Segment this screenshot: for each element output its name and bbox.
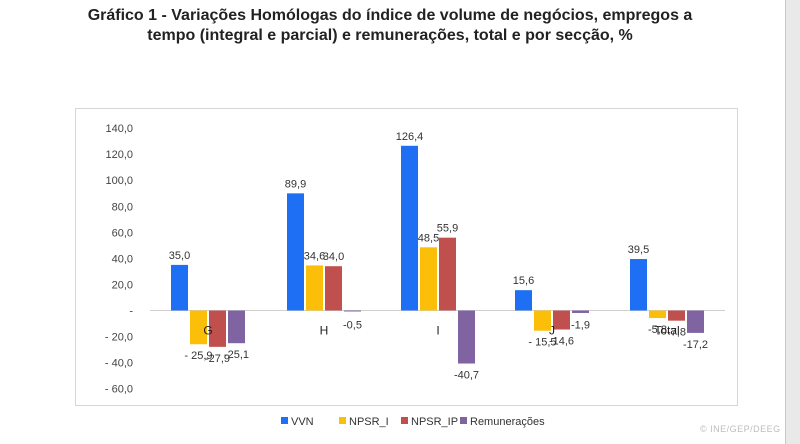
legend-swatch-VVN bbox=[281, 417, 288, 424]
data-label: -7,8 bbox=[667, 327, 686, 339]
data-label: -14,6 bbox=[549, 336, 574, 348]
data-label: 15,6 bbox=[513, 275, 534, 287]
data-label: 35,0 bbox=[169, 250, 190, 262]
bar-Remunerações-G bbox=[228, 310, 245, 344]
data-label: - 25,9 bbox=[184, 350, 212, 362]
category-label: I bbox=[436, 324, 439, 338]
y-tick-label: 60,0 bbox=[112, 227, 133, 239]
bar-VVN-G bbox=[171, 264, 188, 311]
y-tick-label: 20,0 bbox=[112, 279, 133, 291]
data-label: -40,7 bbox=[454, 370, 479, 382]
legend-swatch-NPSR_I bbox=[339, 417, 346, 424]
data-label: -0,5 bbox=[343, 320, 362, 332]
bar-VVN-Total bbox=[630, 259, 647, 311]
data-label: 89,9 bbox=[285, 178, 306, 190]
bar-Remunerações-J bbox=[572, 310, 589, 313]
bar-NPSR_I-G bbox=[190, 310, 207, 345]
category-label: G bbox=[203, 324, 212, 338]
data-label: 126,4 bbox=[396, 131, 424, 143]
bar-NPSR_IP-Total bbox=[668, 310, 685, 321]
watermark: © INE/GEP/DEEG bbox=[700, 424, 781, 434]
plot-area-frame bbox=[75, 108, 738, 406]
data-label: -1,9 bbox=[571, 320, 590, 332]
bar-NPSR_I-J bbox=[534, 310, 551, 331]
y-tick-label: - 20,0 bbox=[105, 332, 133, 344]
bar-NPSR_IP-H bbox=[325, 266, 342, 311]
bar-NPSR_I-H bbox=[306, 265, 323, 311]
data-label: -17,2 bbox=[683, 339, 708, 351]
bar-NPSR_IP-I bbox=[439, 237, 456, 311]
data-label: 55,9 bbox=[437, 223, 458, 235]
category-label: J bbox=[549, 324, 555, 338]
bar-NPSR_I-I bbox=[420, 247, 437, 311]
y-tick-label: - 60,0 bbox=[105, 384, 133, 396]
data-label: 39,5 bbox=[628, 244, 649, 256]
window-edge bbox=[786, 0, 800, 444]
bar-Remunerações-Total bbox=[687, 310, 704, 333]
bar-VVN-H bbox=[287, 193, 304, 311]
data-label: -5,8 bbox=[648, 324, 667, 336]
legend-label: VVN bbox=[291, 416, 314, 428]
chart-title-line-1: Gráfico 1 - Variações Homólogas do índic… bbox=[87, 7, 693, 24]
bar-NPSR_IP-J bbox=[553, 310, 570, 330]
category-label: Total bbox=[654, 324, 679, 338]
bar-VVN-J bbox=[515, 290, 532, 311]
legend-swatch-NPSR_IP bbox=[401, 417, 408, 424]
chart-title: Gráfico 1 - Variações Homólogas do índic… bbox=[0, 6, 780, 46]
y-tick-label: 40,0 bbox=[112, 253, 133, 265]
legend-label: NPSR_I bbox=[349, 416, 389, 428]
bar-NPSR_IP-G bbox=[209, 310, 226, 347]
y-tick-label: 80,0 bbox=[112, 201, 133, 213]
data-label: 34,6 bbox=[304, 250, 325, 262]
y-tick-label: 100,0 bbox=[105, 175, 133, 187]
y-tick-label: 120,0 bbox=[105, 149, 133, 161]
y-tick-label: - 40,0 bbox=[105, 358, 133, 370]
bar-Remunerações-I bbox=[458, 310, 475, 364]
data-label: -25,1 bbox=[224, 349, 249, 361]
data-label: 48,5 bbox=[418, 232, 439, 244]
bar-Remunerações-H bbox=[344, 310, 361, 312]
bar-NPSR_I-Total bbox=[649, 310, 666, 319]
window-edge-line bbox=[785, 0, 786, 444]
data-label: - 15,5 bbox=[528, 337, 556, 349]
legend-label: NPSR_IP bbox=[411, 416, 458, 428]
category-label: H bbox=[320, 324, 329, 338]
data-label: -27,9 bbox=[205, 353, 230, 365]
data-label: 34,0 bbox=[323, 251, 344, 263]
y-tick-label: - bbox=[129, 306, 133, 318]
legend-swatch-Remunerações bbox=[460, 417, 467, 424]
legend-label: Remunerações bbox=[470, 416, 545, 428]
y-tick-label: 140,0 bbox=[105, 123, 133, 135]
chart-title-line-2: tempo (integral e parcial) e remuneraçõe… bbox=[147, 27, 633, 44]
bar-VVN-I bbox=[401, 145, 418, 311]
